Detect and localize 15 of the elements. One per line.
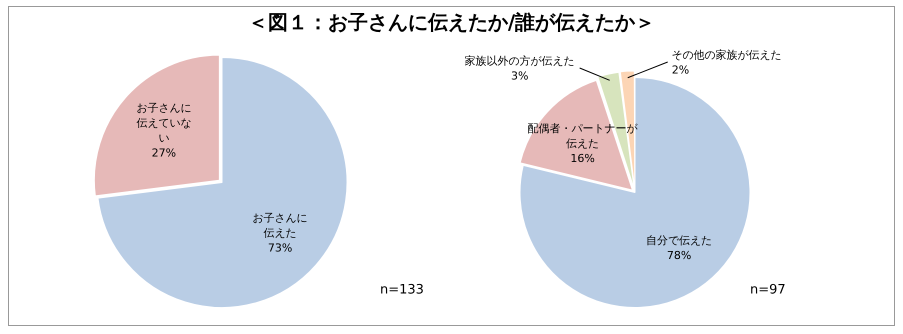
text: ＜図１：お子さんに伝えたか/誰が伝えたか＞ [246, 10, 656, 34]
data-label: 78% [666, 248, 692, 262]
data-label: 73% [268, 242, 292, 255]
text: n=133 [380, 282, 424, 298]
slice-label: お子さんに伝えていない [136, 102, 192, 145]
slice-label: その他の家族が伝えた [672, 48, 782, 62]
data-label: 27% [152, 146, 176, 160]
slice-label: お子さんに伝えた [252, 212, 308, 240]
slice-label: 自分で伝えた [646, 234, 712, 247]
data-label: 3% [510, 69, 528, 82]
text: n=97 [750, 282, 786, 298]
data-label: 2% [672, 63, 690, 76]
data-label: 16% [570, 152, 595, 165]
slice-label: 配偶者・パートナーが伝えた [528, 122, 639, 150]
slice-label: 家族以外の方が伝えた [464, 54, 575, 68]
